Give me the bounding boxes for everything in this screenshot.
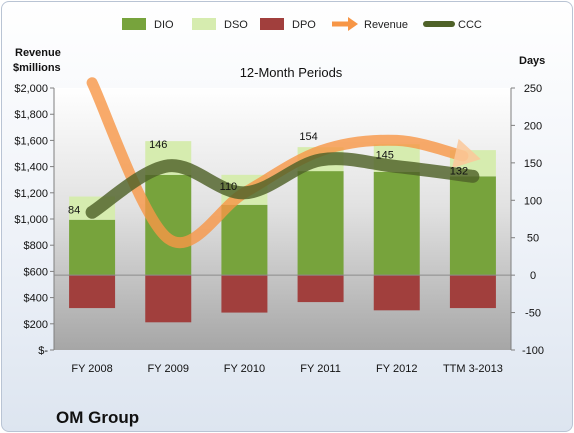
- left-tick-label: $2,000: [14, 83, 48, 95]
- x-tick-label: FY 2010: [224, 363, 265, 375]
- left-tick-label: $800: [24, 240, 48, 252]
- left-axis: $- $200 $400 $600 $800 $1,000 $1,200 $1,400 $1,6…: [14, 83, 55, 357]
- right-tick-label: -100: [522, 345, 544, 357]
- ccc-data-labels: 84 146 110 154 145 132: [68, 131, 468, 216]
- bar-dpo: [69, 275, 116, 309]
- right-tick-label: 200: [524, 120, 542, 132]
- company-name: OM Group: [56, 408, 139, 427]
- right-tick-label: 150: [524, 158, 542, 170]
- plot-area: [54, 88, 511, 350]
- right-tick-label: 100: [524, 195, 542, 207]
- left-tick-label: $1,600: [14, 135, 48, 147]
- ccc-data-label: 145: [376, 150, 394, 162]
- left-tick-label: $600: [24, 266, 48, 278]
- legend-label-ccc: CCC: [458, 19, 482, 31]
- right-axis: -100 -50 0 50 100 150 200 250: [510, 83, 544, 357]
- x-tick-label: FY 2009: [148, 363, 189, 375]
- legend-label-dio: DIO: [154, 19, 174, 31]
- bar-dpo: [297, 275, 344, 303]
- legend-swatch-dpo: [260, 18, 284, 30]
- bar-dio: [449, 176, 496, 276]
- bar-dpo: [449, 275, 496, 309]
- left-tick-label: $-: [38, 345, 48, 357]
- x-tick-label: FY 2011: [300, 363, 341, 375]
- left-tick-label: $200: [24, 319, 48, 331]
- bar-dpo: [221, 275, 268, 313]
- left-tick-label: $1,200: [14, 188, 48, 200]
- ccc-data-label: 146: [149, 139, 167, 151]
- left-tick-label: $1,800: [14, 109, 48, 121]
- ccc-line: [85, 152, 480, 219]
- legend-swatch-dso: [192, 18, 216, 30]
- bar-dio: [297, 171, 344, 276]
- left-tick-label: $1,400: [14, 162, 48, 174]
- legend: DIO DSO DPO Revenue CCC: [122, 17, 482, 31]
- x-tick-label: FY 2012: [376, 363, 417, 375]
- x-tick-label: TTM 3-2013: [443, 363, 503, 375]
- chart-subtitle: 12-Month Periods: [240, 65, 343, 80]
- right-tick-label: 50: [527, 233, 539, 245]
- ccc-data-label: 110: [220, 181, 238, 193]
- right-tick-label: -50: [525, 308, 541, 320]
- legend-swatch-dio: [122, 18, 146, 30]
- legend-label-dso: DSO: [224, 19, 248, 31]
- x-axis: FY 2008 FY 2009 FY 2010 FY 2011 FY 2012 TTM 3…: [71, 363, 502, 375]
- bar-dio: [69, 219, 116, 276]
- left-axis-title-line1: Revenue: [15, 47, 61, 59]
- right-tick-label: 250: [524, 83, 542, 95]
- legend-label-dpo: DPO: [292, 19, 316, 31]
- right-tick-label: 0: [530, 270, 536, 282]
- bar-dio: [373, 171, 420, 276]
- ccc-data-label: 84: [68, 204, 80, 216]
- revenue-arrowhead: [452, 138, 481, 169]
- ccc-data-label: 132: [450, 165, 468, 177]
- legend-arrowhead-revenue: [348, 17, 358, 31]
- bar-dio: [221, 204, 268, 276]
- legend-label-revenue: Revenue: [364, 19, 408, 31]
- bar-dpo: [373, 275, 420, 311]
- line-series: [85, 77, 481, 249]
- right-axis-title: Days: [519, 55, 545, 67]
- left-axis-title-line2: $millions: [13, 62, 61, 74]
- ccc-data-label: 154: [299, 131, 317, 143]
- bar-dpo: [145, 275, 192, 323]
- left-tick-label: $1,000: [14, 214, 48, 226]
- left-tick-label: $400: [24, 293, 48, 305]
- x-tick-label: FY 2008: [71, 363, 112, 375]
